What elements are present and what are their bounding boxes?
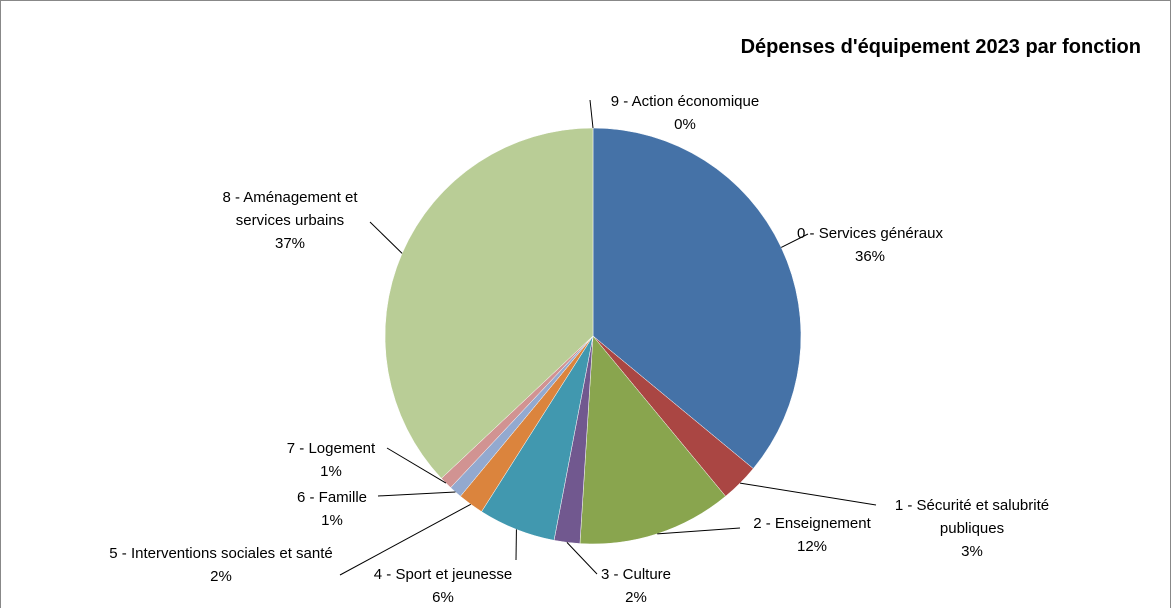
category-label: 4 - Sport et jeunesse [373, 566, 513, 583]
leader-line [566, 542, 598, 575]
category-label: 1 - Sécurité et salubrité publiques [894, 497, 1050, 537]
leader-line [589, 99, 594, 129]
data-label: 5 - Interventions sociales et santé 2% [71, 542, 371, 588]
value-label: 2% [625, 589, 647, 606]
value-label: 2% [210, 568, 232, 585]
category-label: 6 - Famille [296, 489, 367, 506]
leader-line [657, 527, 741, 535]
value-label: 1% [320, 463, 342, 480]
leader-line [339, 503, 471, 576]
data-label: 8 - Aménagement et services urbains 37% [200, 186, 380, 255]
chart-title: Dépenses d'équipement 2023 par fonction [740, 36, 1141, 58]
category-label: 0 - Services généraux [797, 225, 943, 242]
value-label: 1% [321, 512, 343, 529]
data-label: 0 - Services généraux 36% [770, 222, 970, 268]
leader-line [369, 221, 403, 254]
data-label: 6 - Famille 1% [272, 486, 392, 532]
leader-line [739, 482, 877, 506]
data-label: 4 - Sport et jeunesse 6% [353, 563, 533, 608]
category-label: 2 - Enseignement [753, 515, 871, 532]
category-label: 8 - Aménagement et services urbains [222, 189, 358, 229]
data-label: 3 - Culture 2% [576, 563, 696, 608]
value-label: 6% [432, 589, 454, 606]
leader-line [386, 447, 447, 484]
pie-slice [384, 127, 594, 479]
value-label: 37% [274, 235, 306, 252]
data-label: 1 - Sécurité et salubrité publiques 3% [862, 494, 1082, 563]
category-label: 7 - Logement [286, 440, 376, 457]
data-label: 2 - Enseignement 12% [732, 512, 892, 558]
data-label: 7 - Logement 1% [271, 437, 391, 483]
value-label: 36% [854, 248, 886, 265]
category-label: 9 - Action économique [610, 93, 760, 110]
data-label: 9 - Action économique 0% [585, 90, 785, 136]
value-label: 0% [674, 116, 696, 133]
category-label: 3 - Culture [600, 566, 672, 583]
leader-line [377, 491, 456, 497]
value-label: 12% [796, 538, 828, 555]
value-label: 3% [961, 543, 983, 560]
category-label: 5 - Interventions sociales et santé [109, 545, 333, 562]
leader-line [780, 233, 809, 248]
